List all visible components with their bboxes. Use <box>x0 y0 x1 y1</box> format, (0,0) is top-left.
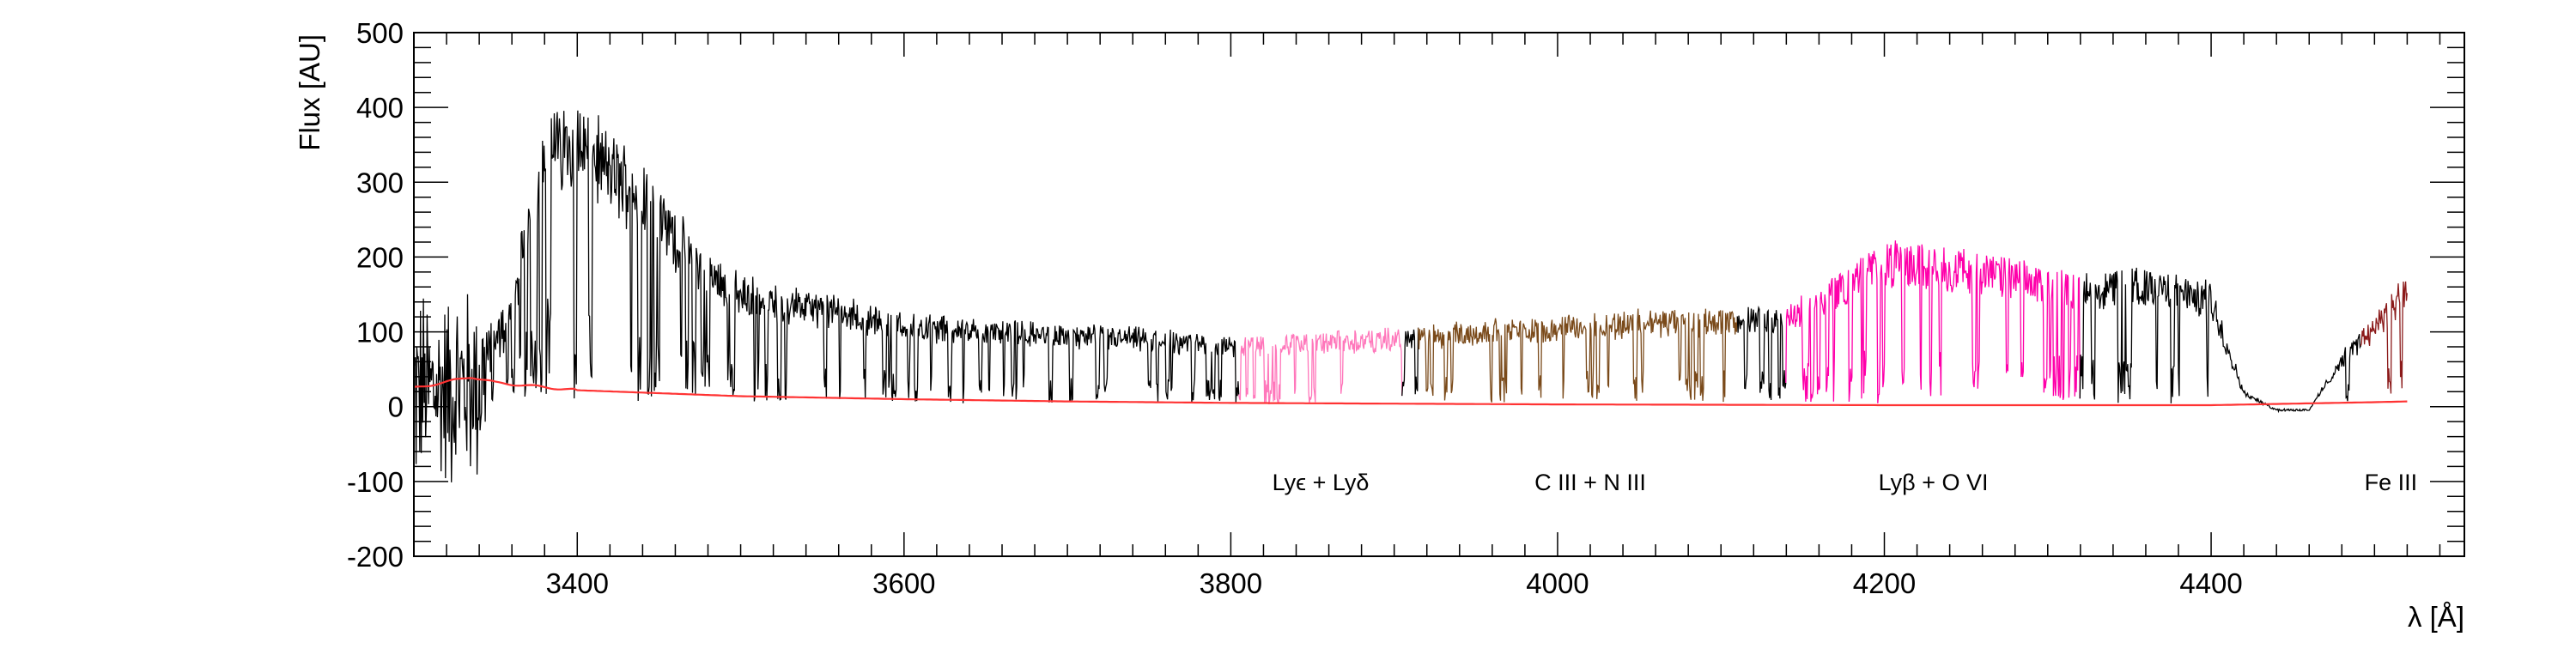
x-tick-label: 3600 <box>872 567 935 599</box>
line-annotation: Lyϵ + Lyδ <box>1273 470 1370 495</box>
spectrum-segment-6 <box>2079 267 2361 414</box>
line-annotations: Lyϵ + Lyδ C III + N III Lyβ + O VI Fe III <box>1273 470 2417 495</box>
y-tick-labels: -200 -100 0 100 200 300 400 500 <box>347 17 404 573</box>
y-tick-label: 400 <box>356 92 404 124</box>
y-tick-label: -200 <box>347 541 404 573</box>
spectrum-segment-0 <box>413 110 1240 482</box>
spectrum-segment-7 <box>2360 281 2408 394</box>
y-tick-label: 300 <box>356 167 404 198</box>
x-tick-label: 4000 <box>1526 567 1589 599</box>
y-tick-label: -100 <box>347 466 404 498</box>
y-tick-label: 500 <box>356 17 404 49</box>
x-tick-label: 3800 <box>1200 567 1262 599</box>
y-tick-label: 0 <box>388 391 404 423</box>
spectrum-lines <box>413 110 2408 482</box>
y-axis-title: Flux [AU] <box>294 34 325 151</box>
line-annotation: Fe III <box>2365 470 2418 495</box>
line-annotation: Lyβ + O VI <box>1879 470 1989 495</box>
x-tick-label: 4400 <box>2179 567 2242 599</box>
plot-frame <box>413 32 2465 557</box>
spectrum-segment-3 <box>1417 308 1738 403</box>
spectrum-segment-1 <box>1238 327 1403 405</box>
spectrum-segment-2 <box>1401 327 1419 397</box>
line-annotation: C III + N III <box>1534 470 1646 495</box>
x-tick-label: 3400 <box>546 567 609 599</box>
axis-ticks <box>413 32 2464 557</box>
spectrum-segment-4 <box>1736 305 1787 401</box>
y-tick-label: 100 <box>356 317 404 349</box>
x-tick-labels: 3400 3600 3800 4000 4200 4400 <box>546 567 2243 599</box>
reference-curve <box>413 377 2408 407</box>
spectrum-segment-5 <box>1785 240 2081 403</box>
x-axis-title: λ [Å] <box>2408 601 2464 633</box>
x-tick-label: 4200 <box>1853 567 1916 599</box>
y-tick-label: 200 <box>356 241 404 273</box>
